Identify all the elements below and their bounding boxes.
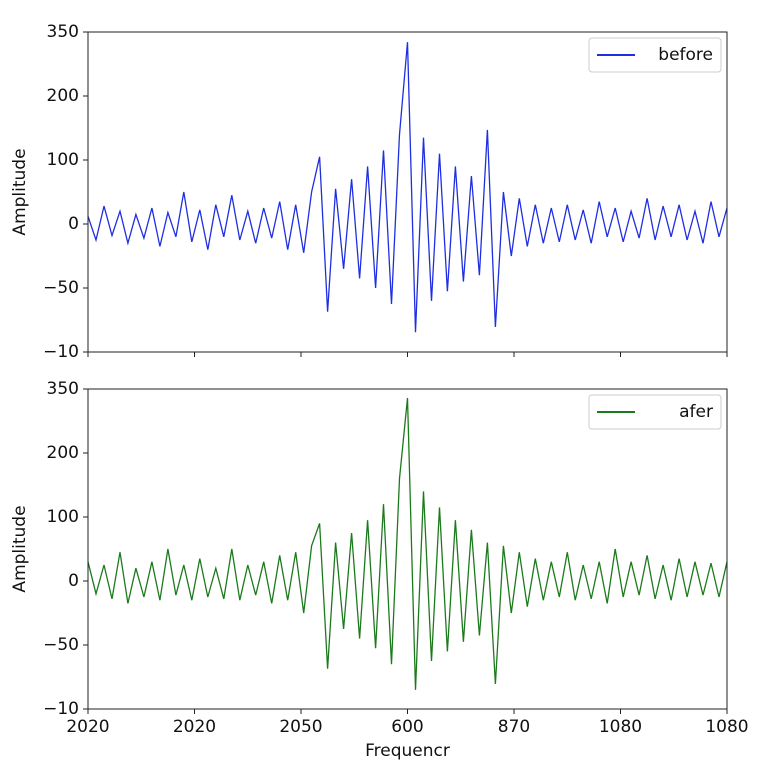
y-tick-label: 200 (47, 86, 79, 106)
x-tick-label: 1080 (705, 717, 748, 737)
x-tick-label: 2050 (279, 717, 322, 737)
y-tick-label: 200 (47, 443, 79, 463)
y-axis-label: Amplitude (10, 148, 30, 235)
series-line (87, 42, 728, 333)
x-tick-label: 2020 (66, 717, 109, 737)
y-tick-label: 350 (47, 379, 79, 399)
y-tick-label: −10 (43, 699, 79, 719)
x-tick-label: 870 (498, 717, 530, 737)
plot-area (88, 389, 727, 709)
y-tick-label: −10 (43, 342, 79, 362)
x-tick-label: 1080 (599, 717, 642, 737)
legend-box (588, 37, 722, 73)
legend-box (588, 394, 722, 430)
y-tick-label: −50 (43, 635, 79, 655)
y-tick-label: 100 (47, 150, 79, 170)
y-tick-label: 0 (68, 214, 79, 234)
y-tick-label: −50 (43, 278, 79, 298)
y-tick-label: 350 (47, 22, 79, 42)
y-tick-label: 0 (68, 571, 79, 591)
x-tick-label: 2020 (173, 717, 216, 737)
series-line (87, 397, 728, 690)
y-axis-label: Amplitude (10, 505, 30, 592)
legend-label: before (658, 45, 713, 65)
y-tick-label: 100 (47, 507, 79, 527)
plot-area (88, 32, 727, 352)
x-axis-label: Frequencr (365, 741, 450, 761)
x-tick-label: 600 (391, 717, 423, 737)
legend-label: afer (679, 402, 713, 422)
